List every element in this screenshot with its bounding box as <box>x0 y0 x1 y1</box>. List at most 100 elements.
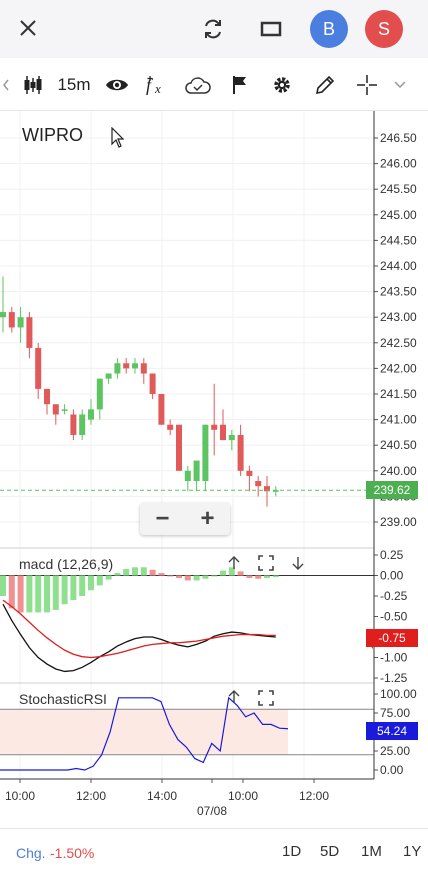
time-tick-label: 12:00 <box>299 789 329 803</box>
macd-tick-label: 0.00 <box>380 569 404 583</box>
macd-histogram-bar <box>167 575 174 577</box>
macd-histogram-bar <box>158 573 165 576</box>
maximize-icon[interactable] <box>258 555 274 571</box>
candle <box>255 481 262 487</box>
candle <box>96 378 103 410</box>
macd-series-line <box>2 599 276 659</box>
refresh-icon[interactable] <box>198 14 228 44</box>
macd-tick-label: -1.00 <box>380 651 408 665</box>
candle <box>70 414 77 435</box>
cloud-check-icon[interactable] <box>183 60 213 110</box>
macd-histogram-bar <box>176 575 182 578</box>
svg-text:x: x <box>154 81 161 96</box>
close-icon[interactable] <box>14 14 42 42</box>
macd-tick-label: -0.50 <box>380 610 408 624</box>
time-tick-label: 14:00 <box>147 789 177 803</box>
macd-histogram-bar <box>114 573 121 576</box>
macd-histogram-bar <box>79 575 86 596</box>
candle <box>202 424 209 482</box>
candle <box>17 317 24 328</box>
macd-histogram-bar <box>26 575 33 613</box>
candle <box>35 347 42 389</box>
candle <box>176 424 182 471</box>
candlestick-icon[interactable] <box>20 60 46 110</box>
candle <box>105 373 112 379</box>
macd-histogram-bar <box>228 567 235 576</box>
maximize-icon[interactable] <box>258 690 274 706</box>
chevron-left-icon[interactable] <box>0 60 12 110</box>
candle <box>246 470 253 476</box>
price-tick-label: 246.50 <box>380 131 417 145</box>
last-price-tag: 239.62 <box>366 481 418 500</box>
macd-histogram-bar <box>44 575 50 613</box>
arrow-up-icon[interactable] <box>226 555 242 571</box>
range-5d-button[interactable]: 5D <box>320 843 340 860</box>
candle <box>228 434 235 441</box>
date-label: 07/08 <box>197 804 227 818</box>
macd-histogram-bar <box>264 575 270 578</box>
range-1y-button[interactable]: 1Y <box>403 843 422 860</box>
macd-tick-label: -1.25 <box>380 671 408 685</box>
change-label: Chg. <box>16 845 46 861</box>
crosshair-icon[interactable] <box>354 60 380 110</box>
interval-selector[interactable]: 15m <box>56 60 92 110</box>
zoom-in-button[interactable]: + <box>200 505 215 532</box>
price-tick-label: 239.00 <box>380 515 417 529</box>
macd-histogram-bar <box>35 575 42 613</box>
stoch-line <box>0 696 289 771</box>
stoch-value-tag: 54.24 <box>366 722 418 740</box>
gear-icon[interactable] <box>270 60 294 110</box>
candle <box>264 486 270 492</box>
candle <box>220 424 226 441</box>
price-tick-label: 243.50 <box>380 285 417 299</box>
candle <box>237 434 244 471</box>
price-tick-label: 241.50 <box>380 387 417 401</box>
macd-histogram-bar <box>96 575 103 586</box>
pencil-icon[interactable] <box>312 60 338 110</box>
macd-tick-label: -0.25 <box>380 589 408 603</box>
macd-histogram-bar <box>61 575 68 605</box>
chevron-down-icon[interactable] <box>390 60 410 110</box>
price-tick-label: 244.50 <box>380 233 417 247</box>
macd-series-line <box>2 603 276 673</box>
macd-value-tag: -0.75 <box>366 629 418 647</box>
arrow-down-icon[interactable] <box>290 555 306 571</box>
chart-canvas[interactable]: 246.50 246.00 245.50 245.00 244.50 244.00 243.… <box>0 111 428 826</box>
candle <box>44 388 50 405</box>
avatar[interactable]: B <box>310 10 348 48</box>
chart-area[interactable]: 246.50 246.00 245.50 245.00 244.50 244.00 243.… <box>0 111 428 826</box>
flag-icon[interactable] <box>228 60 252 110</box>
candle <box>272 490 279 492</box>
time-tick-label: 10:00 <box>228 789 258 803</box>
symbol-label: WIPRO <box>22 125 83 145</box>
macd-histogram-bar <box>88 575 94 591</box>
macd-histogram-bar <box>132 567 138 576</box>
zoom-out-button[interactable]: − <box>155 505 170 532</box>
price-tick-label: 242.50 <box>380 336 417 350</box>
macd-histogram-bar <box>255 575 262 579</box>
macd-histogram-bar <box>123 568 130 576</box>
macd-histogram-bar <box>202 575 209 579</box>
macd-histogram-bar <box>193 575 200 581</box>
candle <box>193 460 200 482</box>
macd-histogram-bar <box>184 575 191 581</box>
window-icon[interactable] <box>256 14 286 44</box>
eye-icon[interactable] <box>103 60 131 110</box>
range-1m-button[interactable]: 1M <box>361 843 382 860</box>
svg-text:f: f <box>146 75 154 95</box>
price-tick-label: 241.00 <box>380 413 417 427</box>
price-tick-label: 240.00 <box>380 464 417 478</box>
range-1d-button[interactable]: 1D <box>282 843 302 860</box>
macd-histogram-bar <box>237 571 244 576</box>
zoom-controls: − + <box>140 503 230 535</box>
arrow-up-icon[interactable] <box>226 689 242 705</box>
macd-histogram-bar <box>52 575 59 610</box>
macd-title: macd (12,26,9) <box>19 556 114 572</box>
price-tick-label: 244.00 <box>380 259 417 273</box>
macd-histogram-bar <box>8 575 15 609</box>
interval-label: 15m <box>57 75 91 94</box>
avatar[interactable]: S <box>365 10 403 48</box>
macd-histogram-bar <box>17 575 24 613</box>
macd-histogram-bar <box>149 569 156 576</box>
